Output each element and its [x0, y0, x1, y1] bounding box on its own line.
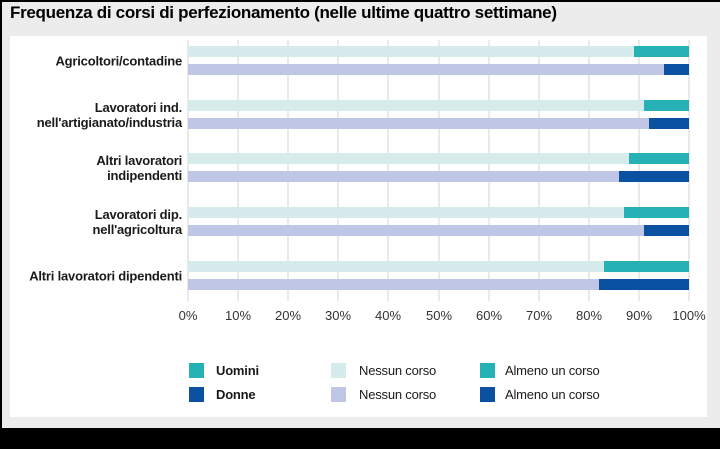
chart-title: Frequenza di corsi di perfezionamento (n…	[10, 3, 557, 22]
left-border	[0, 0, 2, 449]
legend-swatch-teal	[480, 363, 495, 378]
x-axis-tick-label: 40%	[374, 308, 402, 323]
x-axis-tick-label: 60%	[475, 308, 503, 323]
segment-almeno-un-corso-uomini	[643, 100, 689, 111]
legend-swatch-dark_blue	[189, 387, 204, 402]
bar-donne	[188, 118, 689, 129]
bar-uomini	[188, 261, 689, 272]
gridline	[237, 40, 239, 301]
segment-nessun-corso-donne	[188, 64, 664, 75]
legend-label: Almeno un corso	[505, 363, 600, 378]
bar-uomini	[188, 207, 689, 218]
segment-almeno-un-corso-donne	[643, 225, 689, 236]
legend-swatch-light_teal	[331, 363, 346, 378]
bottom-bar	[0, 428, 720, 449]
segment-nessun-corso-donne	[188, 225, 644, 236]
segment-almeno-un-corso-donne	[598, 279, 689, 290]
legend-label: Nessun corso	[359, 387, 437, 402]
legend-swatch-lavender	[331, 387, 346, 402]
bar-donne	[188, 279, 689, 290]
segment-almeno-un-corso-donne	[618, 171, 689, 182]
category-label: Lavoratori ind. nell'artigianato/industri…	[36, 100, 182, 130]
gridline	[688, 40, 690, 301]
legend-label: Donne	[216, 387, 256, 402]
segment-nessun-corso-donne	[188, 279, 599, 290]
x-axis-tick-label: 20%	[274, 308, 302, 323]
gridline	[438, 40, 440, 301]
segment-almeno-un-corso-donne	[648, 118, 689, 129]
segment-nessun-corso-uomini	[188, 46, 634, 57]
gridline	[638, 40, 640, 301]
legend-swatch-teal	[189, 363, 204, 378]
bar-uomini	[188, 153, 689, 164]
gridline	[488, 40, 490, 301]
category-label: Lavoratori dip. nell'agricoltura	[92, 207, 183, 237]
legend-label: Uomini	[216, 363, 259, 378]
bar-uomini	[188, 46, 689, 57]
x-axis-tick-label: 50%	[425, 308, 453, 323]
segment-nessun-corso-uomini	[188, 100, 644, 111]
category-label: Altri lavoratori dipendenti	[29, 268, 182, 284]
segment-nessun-corso-uomini	[188, 261, 604, 272]
segment-almeno-un-corso-uomini	[633, 46, 689, 57]
legend-label: Almeno un corso	[505, 387, 600, 402]
top-border	[0, 0, 720, 2]
x-axis-tick-label: 100%	[672, 308, 706, 323]
segment-nessun-corso-uomini	[188, 153, 629, 164]
segment-nessun-corso-uomini	[188, 207, 624, 218]
x-axis-tick-label: 10%	[224, 308, 252, 323]
segment-almeno-un-corso-donne	[663, 64, 689, 75]
segment-almeno-un-corso-uomini	[623, 207, 689, 218]
gridline	[337, 40, 339, 301]
segment-almeno-un-corso-uomini	[603, 261, 689, 272]
chart-panel: 0% 10% 20% 30% 40% 50% 60% 70% 80% 90% 100% Agricol…	[10, 36, 707, 417]
x-axis-tick-label: 90%	[625, 308, 653, 323]
x-axis-tick-label: 70%	[525, 308, 553, 323]
bar-donne	[188, 171, 689, 182]
x-axis-tick-label: 30%	[324, 308, 352, 323]
segment-nessun-corso-donne	[188, 171, 619, 182]
gridline	[588, 40, 590, 301]
bar-donne	[188, 225, 689, 236]
legend-swatch-dark_blue	[480, 387, 495, 402]
category-label: Agricoltori/contadine	[55, 53, 182, 69]
category-label: Altri lavoratori indipendenti	[96, 153, 182, 183]
legend-label: Nessun corso	[359, 363, 437, 378]
segment-almeno-un-corso-uomini	[628, 153, 689, 164]
gridline	[538, 40, 540, 301]
x-axis-tick-label: 0%	[178, 308, 198, 323]
x-axis-tick-label: 80%	[575, 308, 603, 323]
gridline	[287, 40, 289, 301]
bar-donne	[188, 64, 689, 75]
segment-nessun-corso-donne	[188, 118, 649, 129]
gridline	[387, 40, 389, 301]
bar-uomini	[188, 100, 689, 111]
gridline	[187, 40, 189, 301]
